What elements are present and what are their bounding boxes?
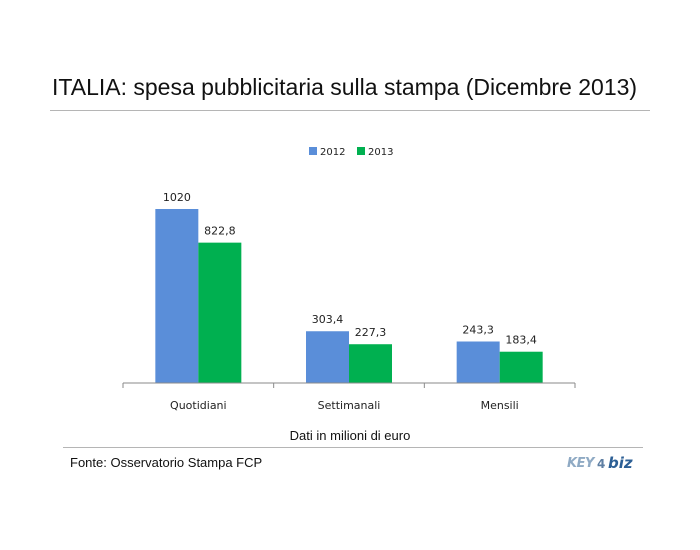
data-label-settimanali-2012: 303,4 (312, 313, 344, 326)
x-tick-label-settimanali: Settimanali (318, 399, 381, 412)
legend: 2012 2013 (309, 147, 393, 158)
bar-quotidiani-2013 (198, 242, 242, 383)
legend-swatch-2012 (309, 147, 317, 155)
legend-swatch-2013 (357, 147, 365, 155)
svg-text:4: 4 (597, 457, 605, 471)
legend-label-2013: 2013 (368, 147, 393, 158)
chart-title: ITALIA: spesa pubblicitaria sulla stampa… (52, 74, 638, 100)
bar-settimanali-2012 (306, 331, 349, 383)
x-tick-label-quotidiani: Quotidiani (170, 399, 227, 412)
key4biz-logo: KEY 4 biz (567, 454, 633, 472)
data-labels-group: 1020 822,8 303,4 227,3 243,3 183,4 (163, 191, 537, 347)
data-label-mensili-2013: 183,4 (505, 334, 537, 347)
bar-settimanali-2013 (349, 344, 392, 383)
svg-text:KEY: KEY (567, 456, 596, 471)
data-label-mensili-2012: 243,3 (462, 323, 494, 336)
title-divider (50, 110, 650, 111)
legend-label-2012: 2012 (320, 147, 345, 158)
footer-divider (63, 447, 643, 448)
data-label-settimanali-2013: 227,3 (355, 326, 387, 339)
unit-note: Dati in milioni di euro (289, 428, 411, 443)
source-text: Fonte: Osservatorio Stampa FCP (70, 455, 263, 470)
bar-mensili-2013 (499, 351, 543, 383)
bar-quotidiani-2012 (155, 209, 199, 383)
svg-text:biz: biz (608, 454, 633, 472)
x-tick-label-mensili: Mensili (481, 399, 519, 412)
data-label-quotidiani-2013: 822,8 (204, 225, 236, 238)
data-label-quotidiani-2012: 1020 (163, 191, 191, 204)
x-axis: Quotidiani Settimanali Mensili (122, 382, 576, 412)
bars-group (155, 209, 543, 383)
bar-chart: 2012 2013 1020 822,8 303,4 227,3 243,3 183,4 Q… (122, 147, 576, 412)
bar-mensili-2012 (456, 341, 500, 383)
